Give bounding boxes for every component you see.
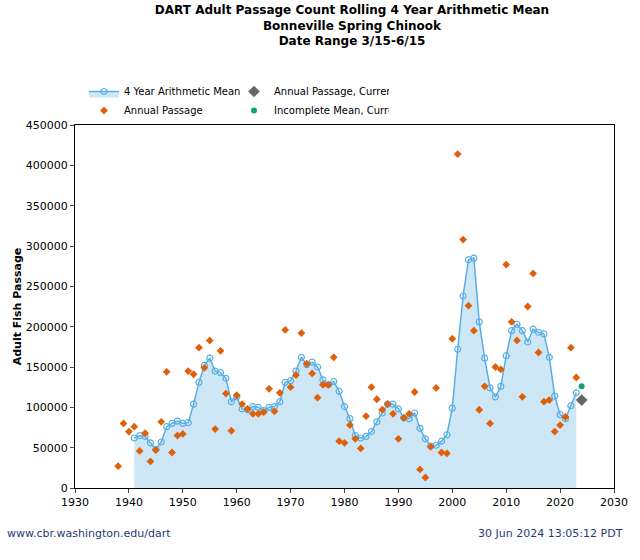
svg-text:400000: 400000 <box>26 159 68 172</box>
svg-text:200000: 200000 <box>26 321 68 334</box>
svg-text:0: 0 <box>61 482 68 495</box>
svg-text:Incomplete Mean, Current Year: Incomplete Mean, Current Year Data <box>274 105 389 116</box>
svg-text:1970: 1970 <box>277 496 305 509</box>
svg-text:250000: 250000 <box>26 280 68 293</box>
svg-text:1990: 1990 <box>384 496 412 509</box>
svg-text:Annual Passage, Current Year D: Annual Passage, Current Year Data <box>274 86 389 97</box>
svg-text:2020: 2020 <box>546 496 574 509</box>
svg-text:30 Jun 2024 13:05:12 PDT: 30 Jun 2024 13:05:12 PDT <box>478 527 623 540</box>
svg-text:100000: 100000 <box>26 401 68 414</box>
svg-text:1960: 1960 <box>223 496 251 509</box>
svg-text:www.cbr.washington.edu/dart: www.cbr.washington.edu/dart <box>7 527 171 540</box>
svg-text:1930: 1930 <box>61 496 89 509</box>
svg-text:4 Year Arithmetic Mean: 4 Year Arithmetic Mean <box>124 86 240 97</box>
svg-text:300000: 300000 <box>26 240 68 253</box>
svg-text:2000: 2000 <box>438 496 466 509</box>
svg-text:2030: 2030 <box>600 496 628 509</box>
svg-text:1950: 1950 <box>169 496 197 509</box>
svg-text:350000: 350000 <box>26 200 68 213</box>
svg-text:1940: 1940 <box>115 496 143 509</box>
svg-text:150000: 150000 <box>26 361 68 374</box>
svg-text:Annual Passage: Annual Passage <box>124 105 203 116</box>
svg-text:Adult Fish Passage: Adult Fish Passage <box>11 248 24 366</box>
svg-text:1980: 1980 <box>331 496 359 509</box>
svg-text:50000: 50000 <box>33 442 68 455</box>
svg-text:DART Adult Passage Count Rolli: DART Adult Passage Count Rolling 4 Year … <box>155 3 549 48</box>
svg-text:2010: 2010 <box>492 496 520 509</box>
svg-text:450000: 450000 <box>26 119 68 132</box>
